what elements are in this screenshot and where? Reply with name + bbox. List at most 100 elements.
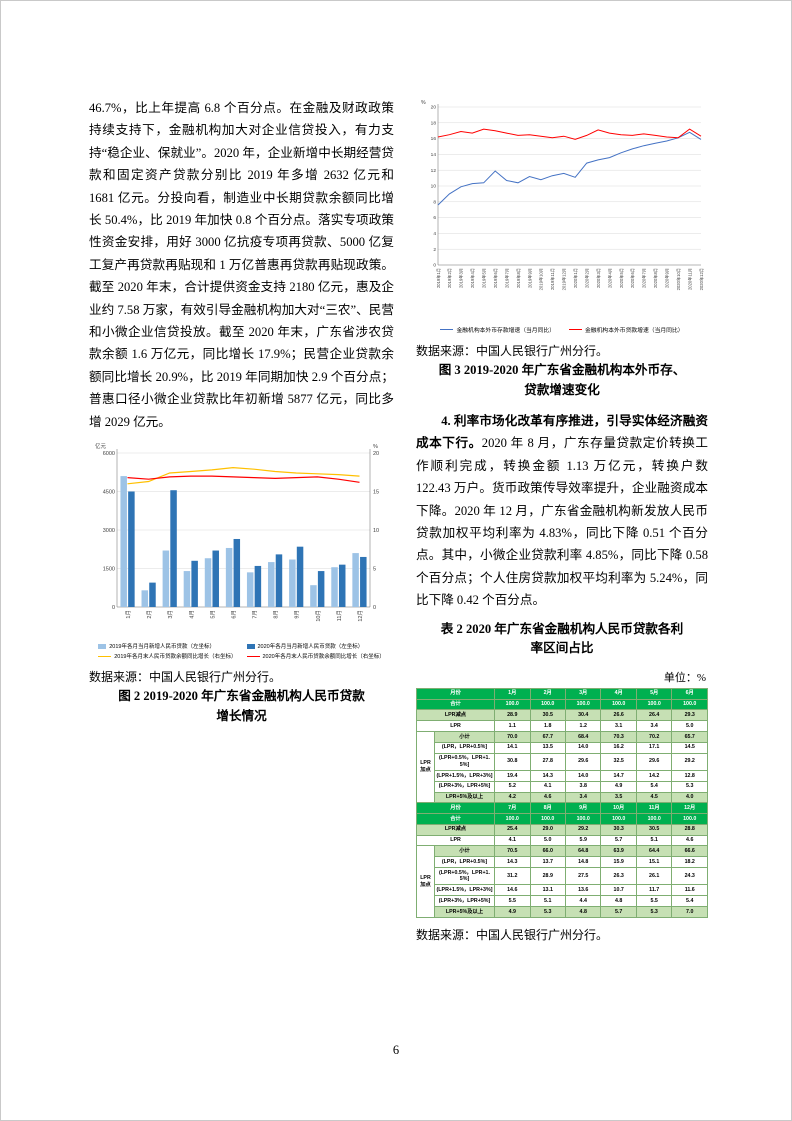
- bar: [149, 582, 156, 608]
- table-value-cell: 15.9: [600, 856, 637, 869]
- table-row: (LPR+0.5%，LPR+1.5%] 31.2 28.9 27.5 26.3 26.1 2…: [417, 867, 708, 886]
- table-row: LPR减点 25.4 29.0 29.2 30.3 30.5 28.8: [415, 823, 708, 836]
- x-tick-label: 9月: [294, 610, 301, 619]
- table-value-cell: 4.6: [671, 834, 708, 847]
- table-value-cell: 4.8: [564, 906, 602, 918]
- legend-label: 金融机构本外币存款增速（当月同比）: [456, 328, 555, 334]
- table-value-cell: 100.0: [671, 813, 708, 825]
- figure2-bar-line-chart: 0 1500 3000 4500 6000 0 5 10 15 20 亿元 % 1月 2月 3月 4月 5月 6月…: [95, 442, 379, 622]
- table-value-cell: 100.0: [494, 698, 531, 711]
- y-tick-label: 2: [433, 247, 436, 253]
- figure3-caption: 图 3 2019-2020 年广东省金融机构本外币存、 贷款增速变化: [416, 361, 708, 400]
- y-left-tick-label: 4500: [103, 489, 115, 495]
- legend-item: 2019年各月当月新增人民币贷款（左坐标）: [98, 642, 236, 650]
- table-value-cell: 1.8: [529, 720, 566, 732]
- x-tick-label: 2020年7月: [641, 268, 648, 288]
- x-tick-label: 2020年2月: [584, 268, 591, 288]
- legend-label: 2020年各月当月新增人民币贷款（左坐标）: [257, 644, 364, 651]
- y-right-tick-label: 10: [373, 528, 379, 534]
- y-tick-label: 6: [433, 215, 436, 221]
- table-value-cell: 28.9: [494, 709, 531, 722]
- y-tick-label: 8: [433, 199, 436, 205]
- table-row: LPR 4.1 5.0 5.9 5.7 5.1 4.6: [415, 834, 708, 847]
- table-value-cell: 4.5: [635, 791, 673, 804]
- table-value-cell: 4.1: [529, 780, 566, 793]
- figure2-caption-line1: 图 2 2019-2020 年广东省金融机构人民币贷款: [118, 689, 365, 704]
- figure3-caption-line2: 贷款增速变化: [524, 382, 600, 397]
- table-value-cell: 100.0: [671, 698, 708, 711]
- table-sublabel: 小计: [433, 845, 496, 858]
- legend-item: 2020年各月末人民币贷款余额同比增长（右坐标）: [246, 652, 385, 660]
- table-value-cell: 30.5: [635, 823, 673, 836]
- table-header-cell: 1月: [494, 687, 531, 700]
- table-value-cell: 4.8: [600, 895, 637, 908]
- y-tick-label: 10: [431, 184, 437, 190]
- page-number: 6: [392, 1043, 400, 1057]
- table-value-cell: 64.8: [564, 845, 602, 858]
- legend-bar-swatch: [98, 643, 107, 649]
- table-row-label: LPR: [415, 834, 496, 847]
- x-tick-label: 5月: [209, 610, 216, 619]
- table-value-cell: 32.5: [600, 752, 637, 771]
- legend-label: 2019年各月当月新增人民币贷款（左坐标）: [109, 644, 215, 651]
- table-value-cell: 1.1: [494, 720, 531, 732]
- table2-caption-line2: 率区间占比: [530, 641, 594, 656]
- table-value-cell: 5.4: [671, 895, 708, 908]
- legend-label: 2019年各月末人民币贷款余额同比增长（右坐标）: [114, 654, 237, 661]
- table-value-cell: 26.4: [635, 709, 673, 722]
- table-value-cell: 16.2: [600, 741, 637, 754]
- x-tick-label: 2019年3月: [458, 268, 465, 288]
- table-value-cell: 70.3: [600, 730, 637, 743]
- table-value-cell: 5.3: [635, 906, 673, 918]
- figure3-caption-line1: 图 3 2019-2020 年广东省金融机构本外币存、: [438, 363, 686, 377]
- figure2-caption-line2: 增长情况: [216, 708, 267, 723]
- table-value-cell: 29.2: [564, 823, 602, 836]
- y-right-tick-label: 0: [373, 605, 376, 611]
- y-tick-label: 16: [431, 136, 437, 142]
- y-right-tick-label: 20: [373, 451, 379, 457]
- bar: [141, 590, 149, 608]
- table-value-cell: 14.6: [494, 884, 531, 897]
- x-tick-label: 4月: [188, 610, 195, 619]
- left-axis-unit-label: 亿元: [95, 442, 107, 450]
- table-sublabel: (LPR，LPR+0.5%]: [433, 741, 496, 754]
- bar: [275, 554, 283, 608]
- table-value-cell: 29.0: [529, 823, 566, 836]
- table-value-cell: 5.3: [671, 780, 708, 793]
- y-right-tick-label: 5: [373, 566, 376, 572]
- lpr-rate-table: 月份 1月 2月 3月 4月 5月 6月 合计 100.0 100.0 100.0 100.0 100.…: [415, 687, 708, 918]
- table-row: (LPR+3%，LPR+5%] 5.2 4.1 3.8 4.9 5.4 5.3: [417, 780, 708, 793]
- table-value-cell: 14.7: [600, 769, 637, 782]
- line-series: [127, 467, 360, 485]
- x-tick-label: 2019年7月: [503, 268, 510, 288]
- bar: [204, 558, 212, 608]
- table-value-cell: 68.4: [564, 730, 602, 743]
- legend-item: 金融机构本外币存款增速（当月同比）: [440, 325, 555, 334]
- y-tick-label: 4: [433, 231, 436, 237]
- table-header-cell: 4月: [600, 687, 637, 700]
- table-header-cell: 12月: [671, 802, 708, 815]
- table-value-cell: 26.6: [600, 709, 637, 722]
- table-row: LPR加点 小计 70.5 66.0 64.8 63.9 64.4 66.6: [416, 845, 708, 918]
- table-row-label: 合计: [415, 813, 496, 825]
- table-value-cell: 3.1: [600, 720, 637, 732]
- table-value-cell: 70.0: [494, 730, 531, 743]
- table-sublabel: (LPR+1.5%，LPR+3%]: [433, 769, 496, 782]
- table-value-cell: 29.2: [671, 752, 708, 771]
- table-value-cell: 100.0: [529, 813, 566, 825]
- figure3: 0 2 4 6 8 10 12 14 16 18 20% 2019年1月 2019年2月 2019年3月 2…: [416, 97, 708, 400]
- bar: [128, 491, 135, 608]
- unit-label: 单位：%: [663, 671, 706, 684]
- x-tick-label: 2020年4月: [606, 268, 613, 288]
- table-header-cell: 6月: [671, 687, 708, 700]
- y-tick-label: 18: [431, 120, 437, 126]
- table-value-cell: 30.4: [564, 709, 602, 722]
- right-axis-unit-label: %: [373, 444, 378, 450]
- table-sublabel: (LPR+0.5%，LPR+1.5%]: [433, 867, 496, 886]
- table-header-cell: 月份: [415, 802, 496, 815]
- table-sublabel: (LPR+1.5%，LPR+3%]: [433, 884, 496, 897]
- y-left-tick-label: 0: [112, 605, 115, 611]
- legend-line-swatch: [440, 329, 454, 330]
- legend-item: 2019年各月末人民币贷款余额同比增长（右坐标）: [98, 652, 237, 661]
- table-value-cell: 24.3: [671, 867, 708, 886]
